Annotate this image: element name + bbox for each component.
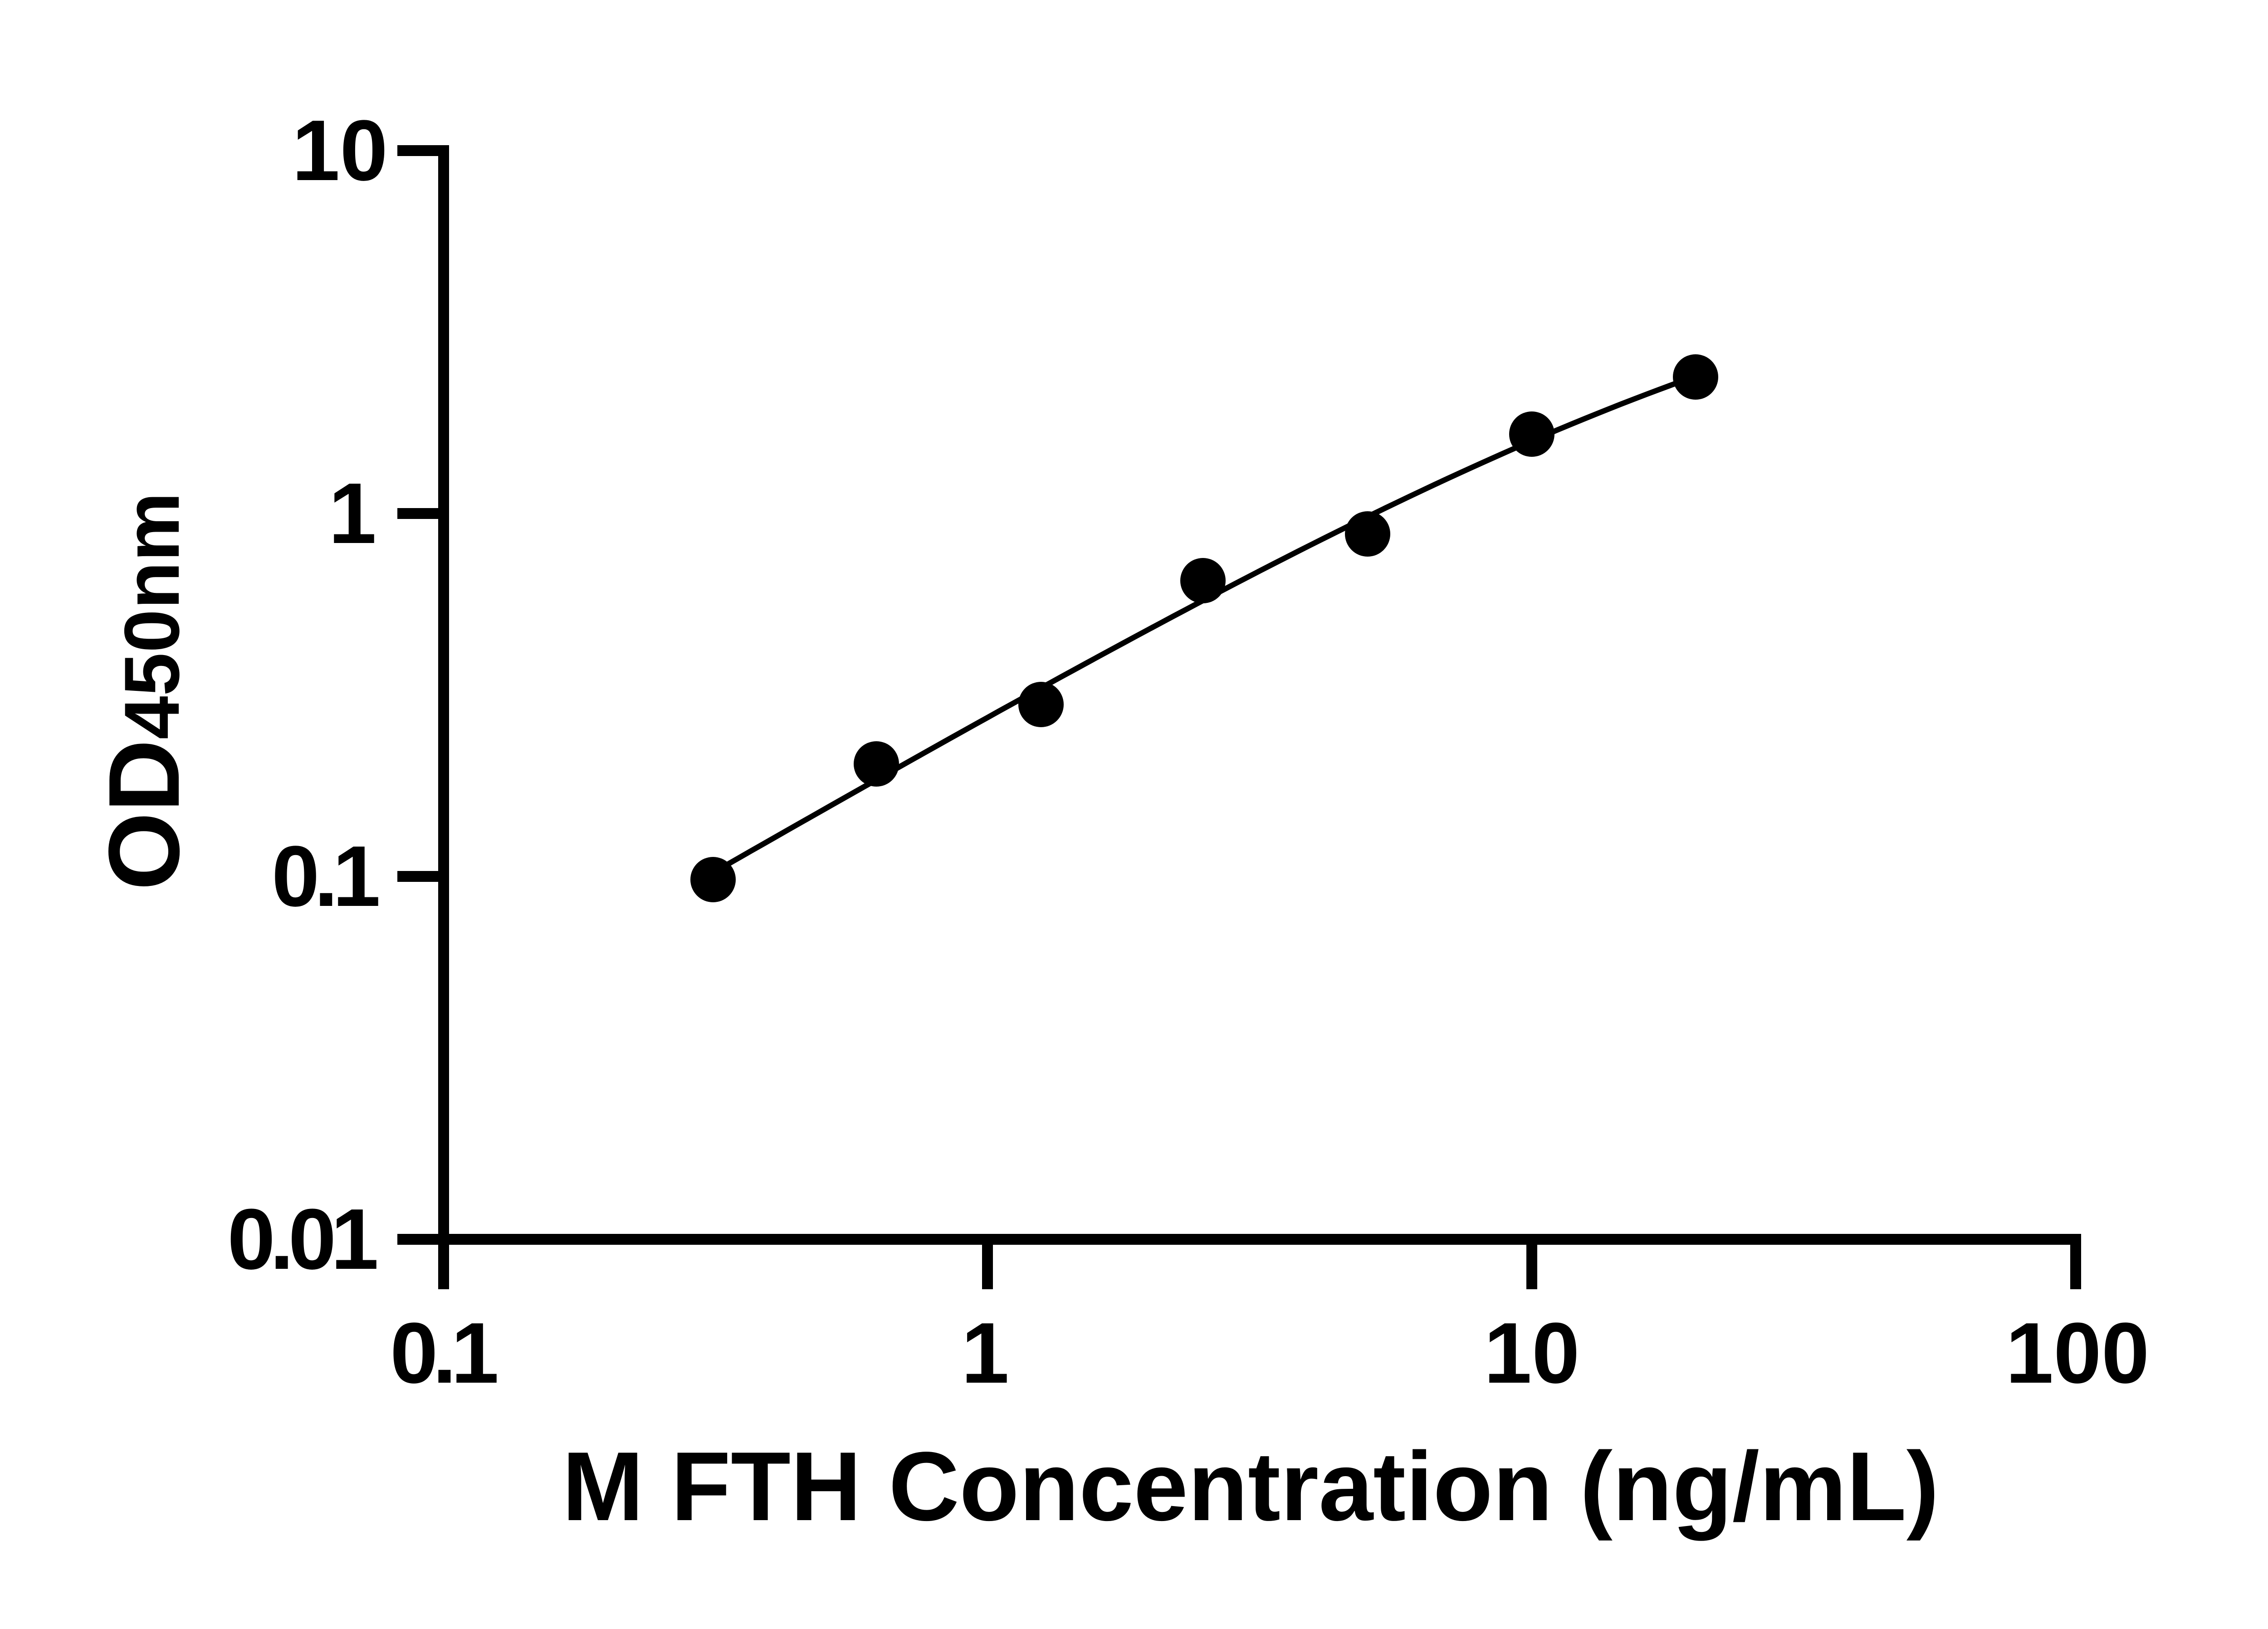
svg-text:0.1: 0.1 <box>390 1305 497 1401</box>
svg-text:0.01: 0.01 <box>227 1191 376 1287</box>
svg-text:10: 10 <box>292 103 388 199</box>
svg-text:10: 10 <box>1484 1305 1579 1401</box>
svg-text:1: 1 <box>961 1305 1009 1401</box>
svg-text:1: 1 <box>328 465 376 562</box>
svg-text:0.1: 0.1 <box>272 828 378 925</box>
svg-text:100: 100 <box>2005 1305 2149 1401</box>
svg-text:OD450nm: OD450nm <box>88 492 200 890</box>
svg-text:M FTH Concentration (ng/mL): M FTH Concentration (ng/mL) <box>562 1431 1939 1541</box>
